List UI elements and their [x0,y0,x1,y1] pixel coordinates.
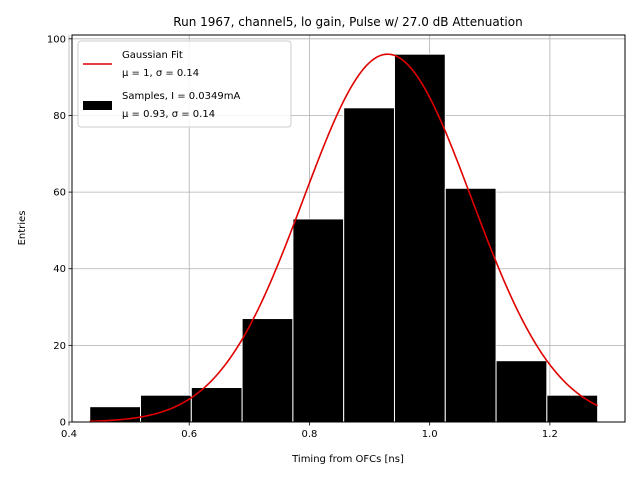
y-tick-label: 0 [60,418,66,429]
y-tick-label: 20 [53,341,66,352]
histogram-bar [343,107,395,423]
x-tick-label: 0.6 [181,429,197,440]
histogram-bar [546,394,599,423]
y-tick-label: 40 [53,264,66,275]
legend-fit-label: Gaussian Fit [122,50,183,61]
legend-samples-params: μ = 0.93, σ = 0.14 [122,109,215,120]
legend-samples-label: Samples, I = 0.0349mA [122,91,240,102]
legend-fit-params: μ = 1, σ = 0.14 [122,68,199,79]
y-tick-label: 80 [53,111,66,122]
x-tick-label: 1.0 [422,429,438,440]
gaussian-fit-curve [89,53,599,423]
histogram-bar [495,360,548,423]
x-tick-label: 0.8 [301,429,317,440]
x-tick-label: 0.4 [61,429,77,440]
y-axis-title: Entries [17,211,28,246]
chart-title: Run 1967, channel5, lo gain, Pulse w/ 27… [173,15,522,29]
histogram-bar [393,53,446,423]
y-axis-ticks: 0 20 40 60 80 100 [47,34,72,429]
plot-frame [71,34,626,423]
legend: Gaussian Fit μ = 1, σ = 0.14 Samples, I … [77,40,292,128]
legend-box [77,40,292,128]
histogram-bar [292,218,345,423]
x-tick-label: 1.2 [542,429,558,440]
y-tick-label: 60 [53,188,66,199]
x-axis-ticks: 0.4 0.6 0.8 1.0 1.2 [61,422,558,440]
x-axis-title: Timing from OFCs [ns] [291,454,404,465]
legend-samples-swatch [83,101,112,110]
y-tick-label: 100 [47,34,66,45]
histogram-bar [241,318,294,423]
histogram-bar [444,187,497,423]
histogram-bar [140,394,192,423]
